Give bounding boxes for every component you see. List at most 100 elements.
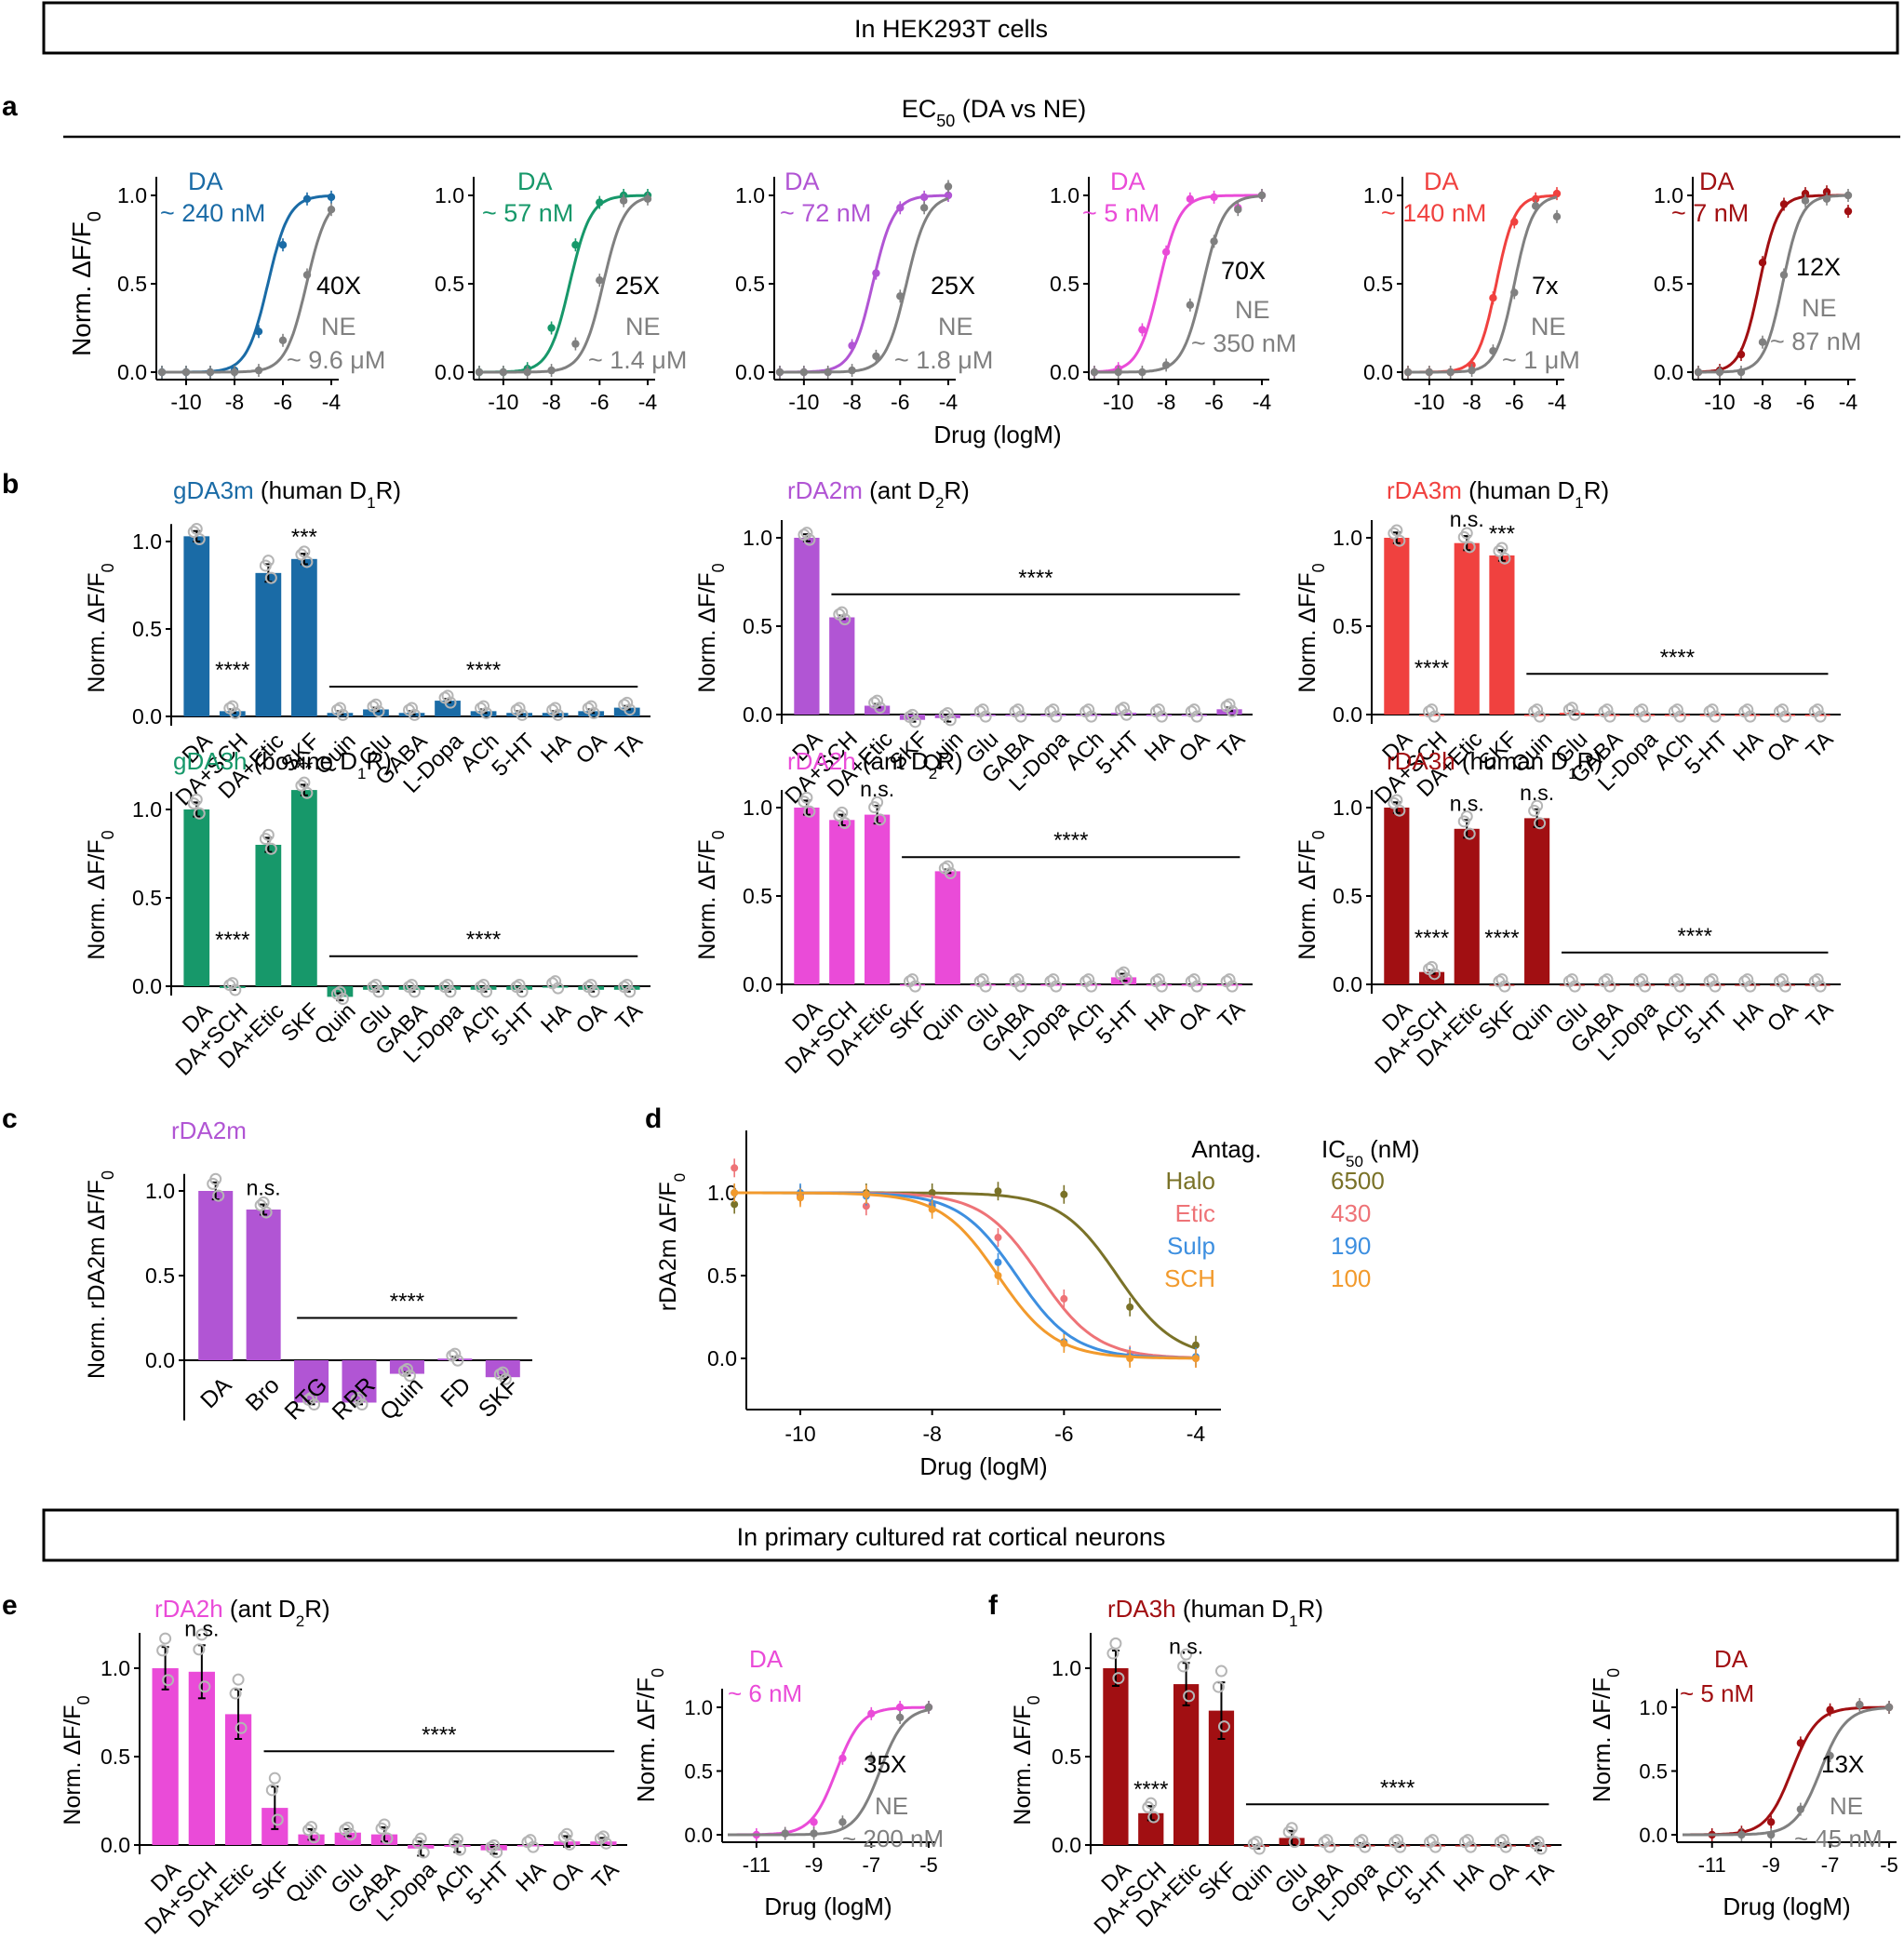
replicate-point bbox=[1568, 980, 1581, 993]
replicate-point bbox=[403, 1370, 416, 1383]
x-tick-label: -10 bbox=[1414, 390, 1444, 414]
ne-data-point bbox=[848, 366, 856, 375]
neuron-header-box bbox=[42, 1508, 1899, 1562]
replicate-point bbox=[261, 555, 275, 568]
bar-Quin bbox=[327, 986, 354, 997]
y-tick-label: 0.5 bbox=[132, 617, 162, 641]
x-category-label: 5-HT bbox=[487, 729, 540, 782]
ne-data-point bbox=[924, 1703, 933, 1712]
neuron-header-text: In primary cultured rat cortical neurons bbox=[737, 1523, 1166, 1551]
dose-response-a2: 0.0 0.5 1.0 -10 -8 -6 -4 DA ~ 57 nM 25X NE ~ 1.4 μM bbox=[435, 167, 687, 414]
y-tick-label: 1.0 bbox=[1052, 1656, 1081, 1680]
y-tick-label: 1.0 bbox=[735, 183, 765, 207]
replicate-point bbox=[1670, 973, 1683, 986]
da-ec50-value: ~ 6 nM bbox=[728, 1679, 802, 1707]
replicate-point bbox=[1118, 702, 1131, 715]
replicate-point bbox=[226, 977, 239, 990]
ne-data-point bbox=[1403, 368, 1413, 377]
replicate-point bbox=[409, 708, 421, 721]
replicate-point bbox=[305, 1391, 318, 1404]
dose-response-a4: 0.0 0.5 1.0 -10 -8 -6 -4 DA ~ 5 nM 70X NE ~ 350 nM bbox=[1050, 167, 1296, 414]
legend-entry-Halo: Halo bbox=[1166, 1167, 1215, 1195]
bar-chart-title: rDA2h (ant D2R) bbox=[787, 747, 963, 782]
bar-chart-f: 0.00.51.0DADA+SCHDA+EticSKFQuinGluGABAL-… bbox=[1052, 1595, 1562, 1939]
x-tick-label: -5 bbox=[919, 1853, 938, 1877]
da-data-point bbox=[1758, 259, 1767, 267]
data-point-Etic bbox=[731, 1164, 739, 1172]
bar-chart-title: rDA2m (ant D2R) bbox=[787, 476, 970, 512]
replicate-point bbox=[1390, 524, 1403, 537]
data-point-Sulp bbox=[994, 1258, 1002, 1266]
replicate-point bbox=[1741, 703, 1754, 716]
da-data-point bbox=[896, 204, 905, 212]
y-axis-label: Norm. ΔF/F0 bbox=[67, 211, 105, 356]
replicate-point bbox=[1321, 1834, 1334, 1847]
replicate-point bbox=[336, 993, 349, 1006]
bar-chart-b5: 0.00.51.0DADA+SCHDA+EticSKFQuinGluGABAL-… bbox=[743, 747, 1253, 1078]
replicate-point bbox=[1673, 980, 1686, 993]
ne-data-point bbox=[1844, 191, 1853, 200]
replicate-point bbox=[1535, 1842, 1548, 1855]
replicate-point bbox=[1356, 1834, 1369, 1847]
x-tick-label: -8 bbox=[1753, 390, 1772, 414]
y-tick-label: 0.5 bbox=[1333, 884, 1362, 908]
replicate-point bbox=[1814, 980, 1827, 993]
legend-entry-Sulp: Sulp bbox=[1167, 1232, 1215, 1260]
x-tick-label: -8 bbox=[1462, 390, 1481, 414]
y-tick-label: 0.5 bbox=[132, 886, 162, 910]
x-category-label: Quin bbox=[310, 998, 361, 1050]
replicate-point bbox=[1187, 703, 1200, 716]
replicate-point bbox=[353, 1391, 366, 1404]
y-tick-label: 0.5 bbox=[117, 272, 147, 296]
y-tick-label: 1.0 bbox=[1639, 1696, 1668, 1719]
da-data-point bbox=[1552, 189, 1562, 198]
ne-data-point bbox=[1446, 368, 1455, 377]
y-tick-label: 0.5 bbox=[707, 1263, 737, 1288]
replicate-point bbox=[1709, 710, 1722, 723]
da-label: DA bbox=[749, 1645, 784, 1673]
ne-ec50-value: ~ 45 nM bbox=[1794, 1825, 1883, 1852]
x-category-label: HA bbox=[1728, 996, 1768, 1036]
bar-DA+SCH bbox=[829, 820, 855, 984]
x-category-label: OA bbox=[1174, 996, 1215, 1037]
replicate-point bbox=[976, 973, 989, 986]
replicate-point bbox=[803, 805, 816, 818]
replicate-point bbox=[1778, 710, 1791, 723]
bar-Glu bbox=[363, 709, 389, 716]
replicate-point bbox=[621, 696, 634, 709]
replicate-point bbox=[1014, 980, 1027, 993]
replicate-point bbox=[1323, 1840, 1336, 1853]
ne-data-point bbox=[475, 368, 484, 377]
data-point-SCH bbox=[1060, 1339, 1068, 1347]
replicate-point bbox=[587, 706, 600, 719]
x-category-label: TA bbox=[1802, 727, 1839, 764]
replicate-point bbox=[944, 714, 957, 727]
y-tick-label: 0.0 bbox=[684, 1824, 713, 1847]
da-data-point bbox=[919, 193, 929, 202]
data-point-Halo bbox=[994, 1187, 1002, 1196]
ne-data-point bbox=[643, 194, 652, 203]
replicate-point bbox=[1212, 1680, 1225, 1693]
replicate-point bbox=[1428, 710, 1441, 723]
legend-header: Antag. bbox=[1191, 1135, 1261, 1163]
replicate-point bbox=[1706, 973, 1719, 986]
replicate-point bbox=[193, 807, 206, 820]
da-data-point bbox=[1138, 326, 1146, 334]
significance-marker: **** bbox=[1484, 926, 1519, 951]
ne-data-point bbox=[1186, 301, 1195, 309]
x-tick-label: -4 bbox=[638, 390, 658, 414]
y-tick-label: 0.5 bbox=[1050, 272, 1079, 296]
replicate-point bbox=[908, 980, 921, 993]
y-axis-label: Norm. ΔF/F0 bbox=[84, 563, 117, 692]
replicate-point bbox=[1118, 966, 1131, 979]
y-tick-label: 1.0 bbox=[1333, 796, 1362, 820]
replicate-point bbox=[229, 983, 242, 996]
replicate-point bbox=[1776, 973, 1789, 986]
y-tick-label: 0.0 bbox=[132, 704, 162, 729]
da-data-point bbox=[1844, 207, 1853, 216]
ne-data-point bbox=[1425, 368, 1434, 377]
fold-change: 40X bbox=[316, 272, 361, 300]
x-category-label: OA bbox=[571, 998, 612, 1039]
da-label: DA bbox=[784, 167, 820, 195]
